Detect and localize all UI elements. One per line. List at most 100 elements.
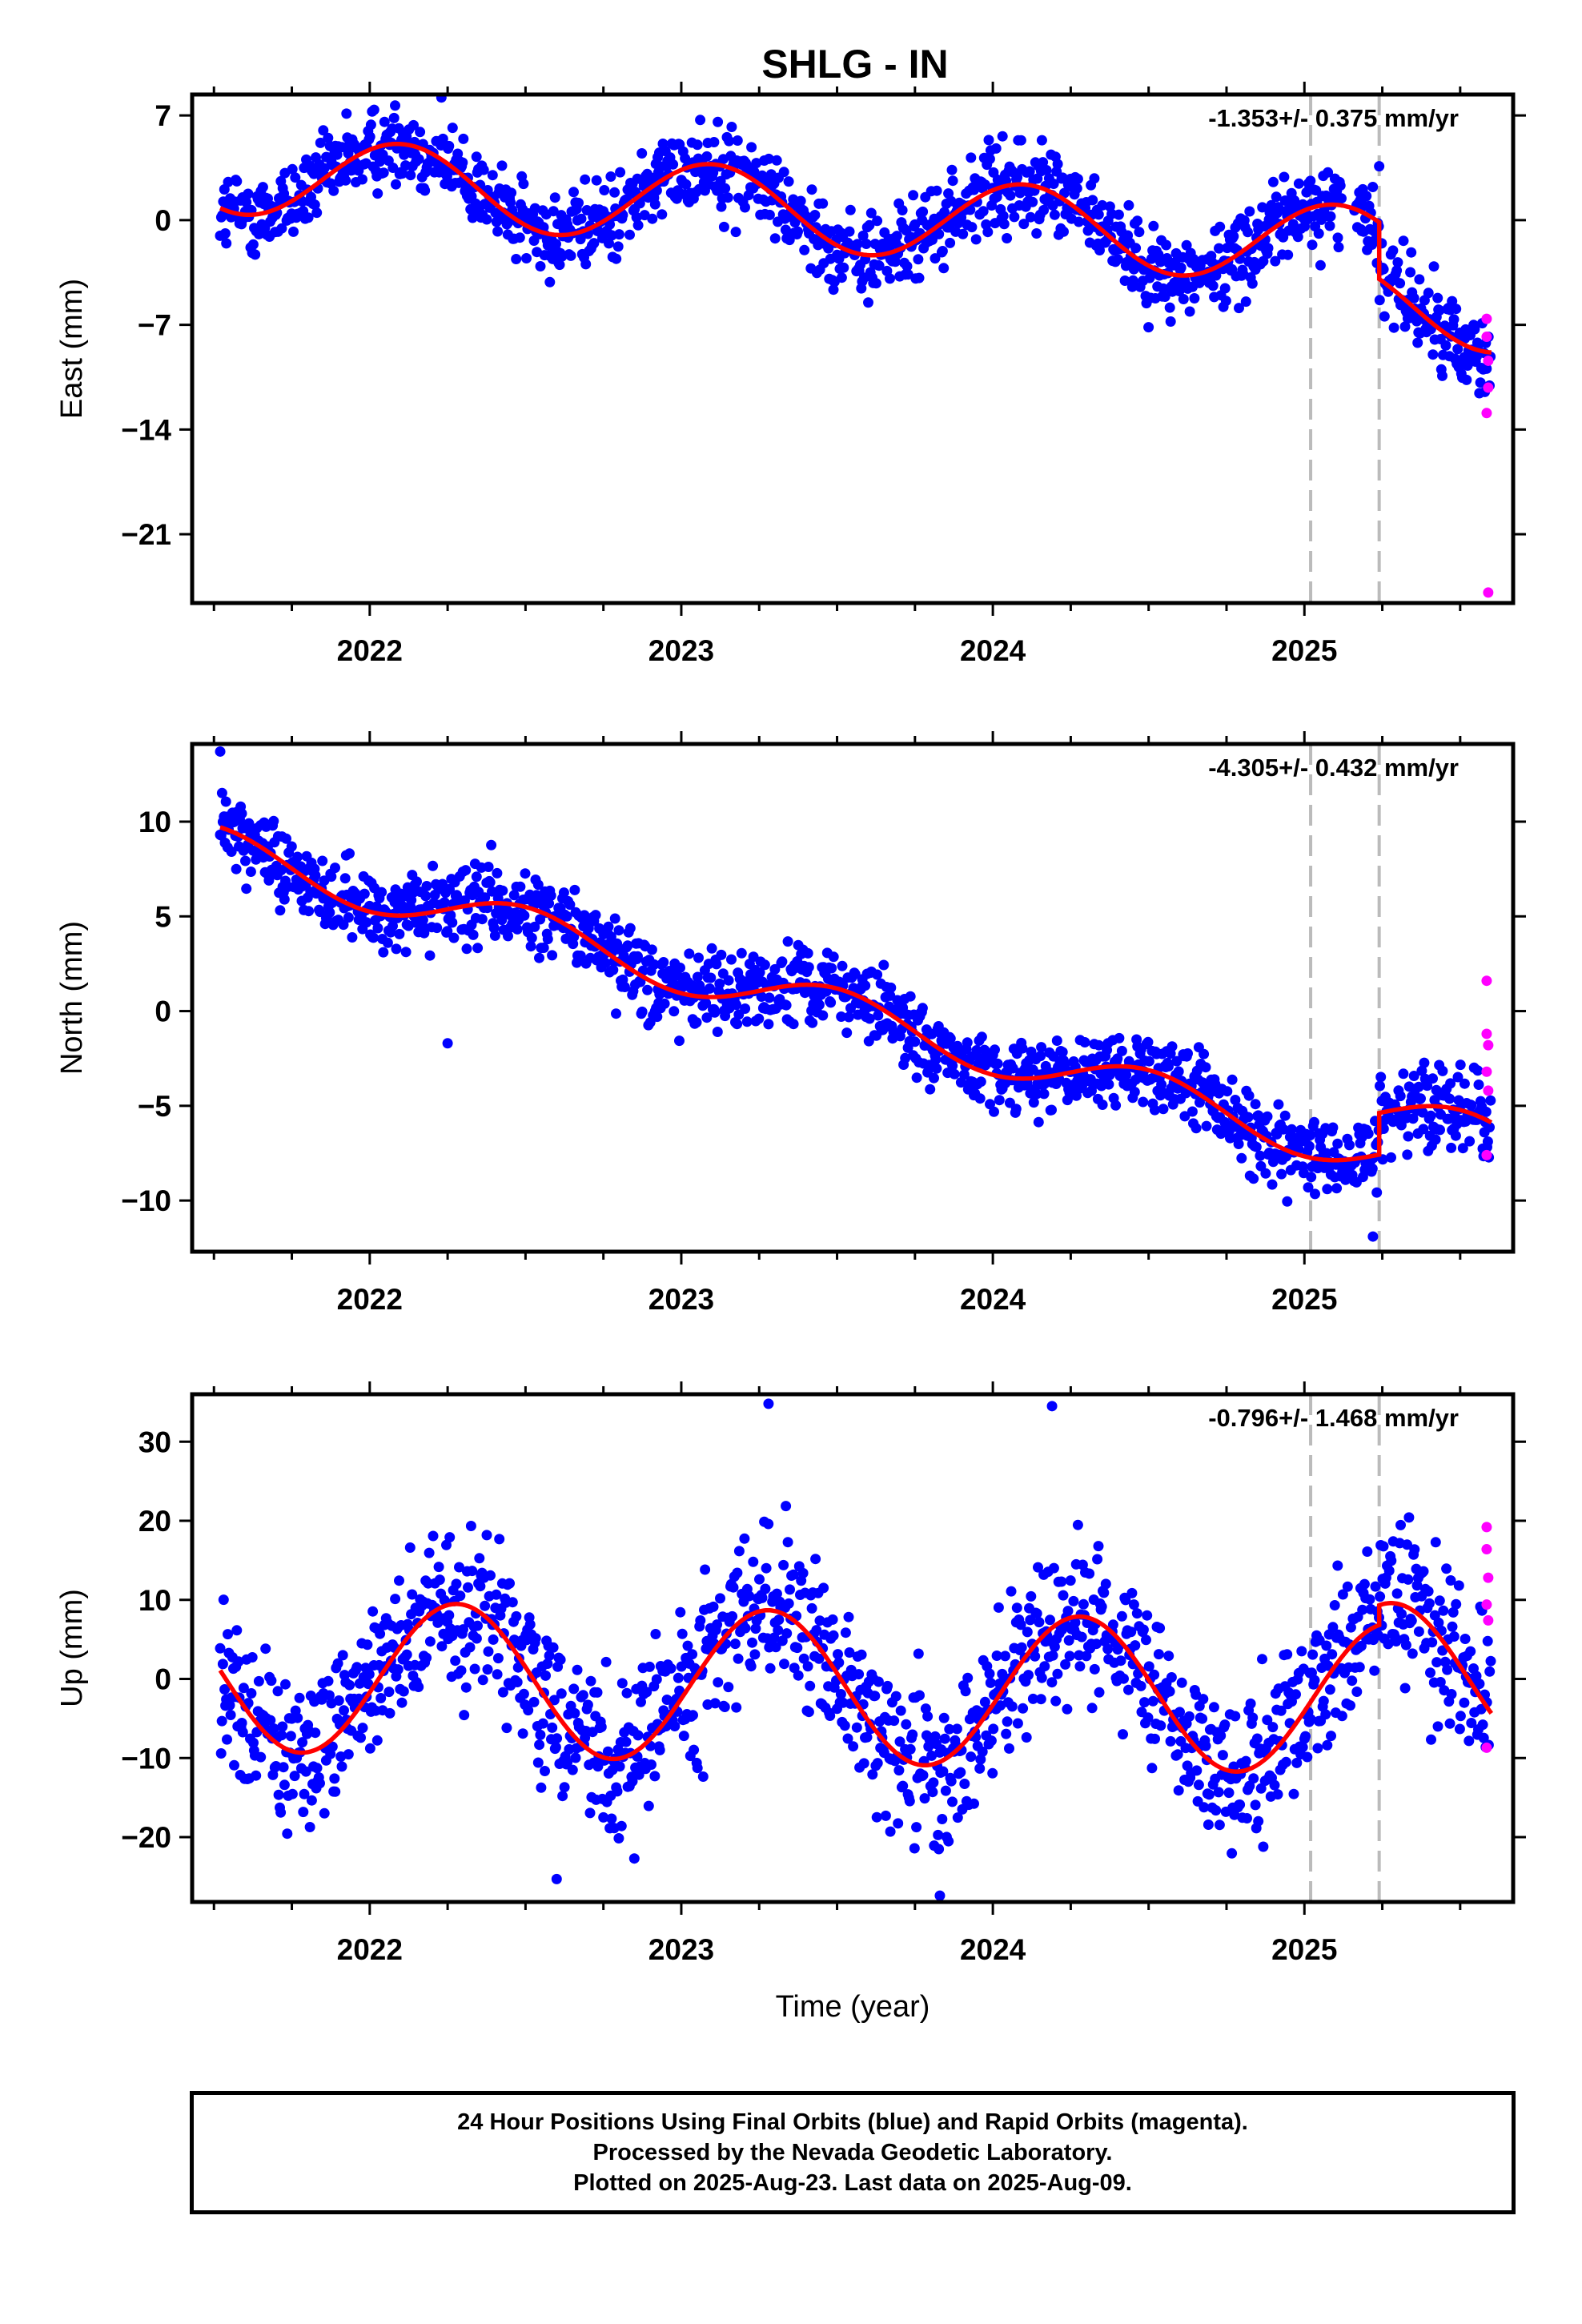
north-rapid-point bbox=[1481, 1028, 1492, 1039]
up-final-point bbox=[842, 1733, 853, 1744]
up-final-point bbox=[304, 1822, 315, 1832]
up-final-point bbox=[1269, 1779, 1280, 1791]
up-final-point bbox=[773, 1625, 784, 1636]
up-final-point bbox=[1036, 1672, 1047, 1683]
up-final-point bbox=[779, 1659, 789, 1670]
up-final-point bbox=[1464, 1735, 1475, 1747]
east-final-point bbox=[1097, 199, 1108, 211]
up-final-point bbox=[1056, 1576, 1067, 1587]
up-final-point bbox=[1403, 1574, 1414, 1585]
east-final-point bbox=[838, 262, 849, 273]
north-final-point bbox=[432, 923, 443, 934]
east-final-point bbox=[247, 239, 259, 250]
up-final-point bbox=[300, 1766, 311, 1777]
east-final-point bbox=[1440, 340, 1452, 351]
east-final-point bbox=[1144, 272, 1155, 283]
east-final-point bbox=[544, 276, 556, 287]
up-final-point bbox=[880, 1810, 891, 1821]
north-final-point bbox=[837, 960, 848, 971]
up-final-point bbox=[480, 1600, 491, 1611]
east-final-point bbox=[1164, 302, 1175, 313]
up-final-point bbox=[229, 1759, 239, 1771]
north-final-point bbox=[417, 915, 428, 926]
up-final-point bbox=[1345, 1700, 1355, 1711]
up-final-point bbox=[960, 1686, 971, 1697]
north-final-point bbox=[989, 1106, 999, 1117]
up-final-point bbox=[1423, 1598, 1435, 1609]
east-final-point bbox=[897, 205, 908, 215]
east-final-point bbox=[938, 263, 950, 274]
north-y-tick-label: 10 bbox=[139, 806, 171, 838]
north-final-point bbox=[216, 787, 227, 798]
up-final-point bbox=[1297, 1742, 1308, 1753]
east-final-point bbox=[1215, 221, 1226, 232]
east-final-point bbox=[1387, 245, 1399, 256]
north-final-point bbox=[512, 923, 523, 935]
up-final-point bbox=[1484, 1666, 1496, 1677]
north-final-point bbox=[1227, 1074, 1238, 1085]
east-final-point bbox=[436, 94, 447, 103]
north-final-point bbox=[1094, 1039, 1104, 1051]
east-final-point bbox=[718, 221, 729, 232]
up-final-point bbox=[582, 1699, 593, 1711]
up-final-point bbox=[330, 1786, 341, 1797]
up-final-point bbox=[508, 1634, 520, 1646]
east-final-point bbox=[478, 164, 489, 175]
up-final-point bbox=[1391, 1588, 1403, 1599]
up-final-point bbox=[1166, 1672, 1177, 1683]
up-final-point bbox=[248, 1737, 259, 1748]
north-rapid-point bbox=[1483, 1039, 1494, 1051]
up-final-point bbox=[1203, 1789, 1215, 1800]
north-final-point bbox=[659, 998, 670, 1009]
up-final-point bbox=[1327, 1622, 1339, 1633]
up-rapid-point bbox=[1481, 1544, 1492, 1555]
up-final-point bbox=[974, 1763, 986, 1774]
north-final-point bbox=[613, 925, 624, 936]
north-final-point bbox=[542, 934, 553, 945]
east-final-point bbox=[1428, 261, 1439, 272]
up-final-point bbox=[424, 1636, 436, 1647]
up-final-point bbox=[367, 1606, 379, 1617]
up-final-point bbox=[1430, 1537, 1441, 1548]
up-final-point bbox=[1327, 1649, 1338, 1660]
north-final-point bbox=[1243, 1112, 1254, 1123]
up-final-point bbox=[732, 1567, 743, 1578]
up-final-point bbox=[297, 1737, 308, 1748]
up-final-point bbox=[1016, 1642, 1027, 1653]
up-final-point bbox=[1247, 1712, 1259, 1723]
north-final-point bbox=[1267, 1179, 1278, 1190]
east-final-point bbox=[647, 213, 658, 224]
north-final-point bbox=[1112, 1053, 1123, 1064]
east-final-point bbox=[549, 192, 560, 203]
east-final-point bbox=[692, 139, 703, 151]
up-final-point bbox=[1438, 1605, 1449, 1616]
east-final-point bbox=[1388, 322, 1399, 333]
east-final-point bbox=[1392, 257, 1403, 268]
up-final-point bbox=[266, 1675, 277, 1687]
north-final-point bbox=[330, 862, 340, 874]
up-y-tick-label: −20 bbox=[121, 1821, 171, 1854]
up-final-point bbox=[592, 1687, 603, 1698]
up-final-point bbox=[1076, 1631, 1087, 1642]
east-final-point bbox=[990, 143, 1002, 154]
up-final-point bbox=[1435, 1677, 1446, 1687]
east-final-point bbox=[1036, 135, 1047, 146]
north-final-point bbox=[849, 968, 861, 979]
up-final-point bbox=[1174, 1707, 1185, 1718]
north-final-point bbox=[292, 851, 303, 862]
up-final-point bbox=[1451, 1598, 1462, 1610]
up-final-point bbox=[1126, 1587, 1138, 1598]
up-final-point bbox=[745, 1661, 757, 1672]
up-final-point bbox=[570, 1752, 581, 1763]
up-final-point bbox=[1250, 1799, 1261, 1811]
up-final-point bbox=[512, 1677, 523, 1687]
north-final-point bbox=[764, 992, 775, 1003]
up-final-point bbox=[396, 1697, 408, 1708]
up-y-tick-label: 20 bbox=[139, 1505, 171, 1538]
up-final-point bbox=[695, 1615, 706, 1626]
north-final-point bbox=[949, 1068, 960, 1080]
up-final-point bbox=[1138, 1624, 1149, 1635]
north-final-point bbox=[1484, 1122, 1495, 1133]
north-final-point bbox=[1415, 1093, 1426, 1104]
east-final-point bbox=[1336, 193, 1347, 204]
